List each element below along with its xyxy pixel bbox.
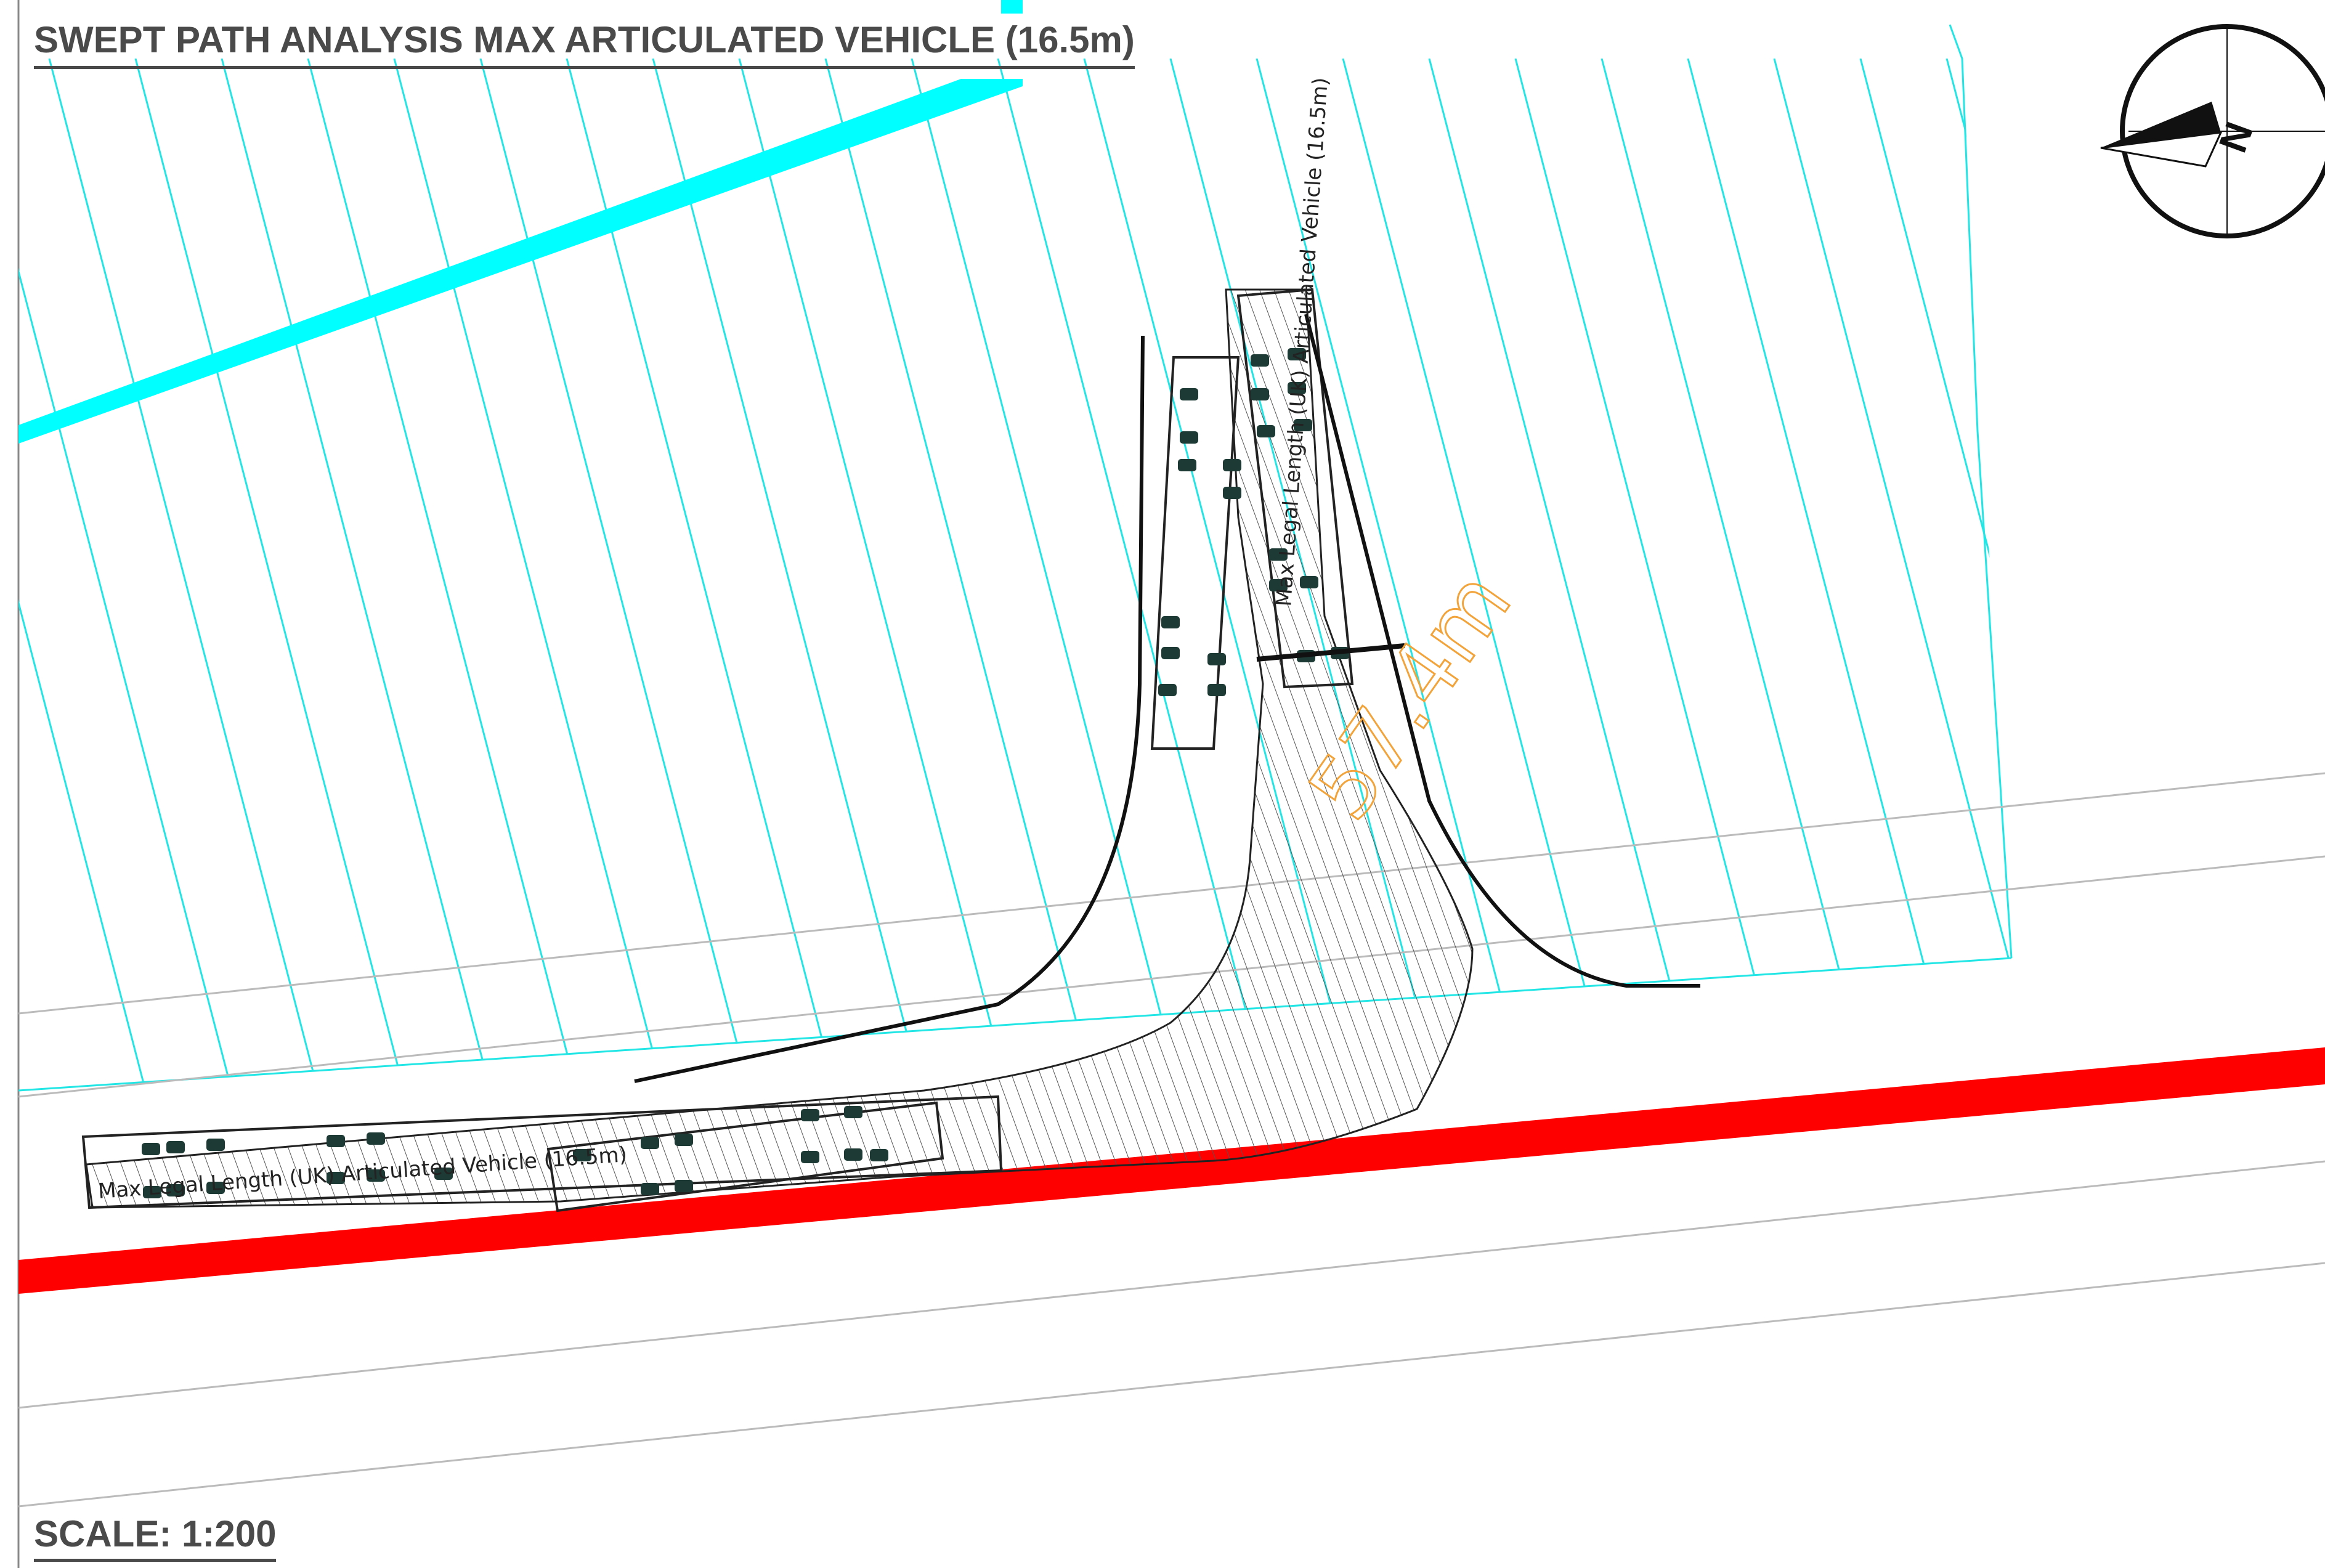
wheel: [1288, 348, 1306, 360]
wheel: [1251, 388, 1269, 400]
kerb-line-west: [634, 335, 1145, 1083]
wheel: [801, 1109, 819, 1121]
wheel: [1300, 576, 1318, 588]
wheel: [143, 1186, 161, 1198]
hatch-line: [1773, 59, 2011, 1091]
site-boundary-east: [1949, 24, 2013, 959]
articulated-vehicle-west: [81, 1095, 1003, 1209]
vehicle-wheels: [142, 348, 1349, 1198]
kerb-line-east: [1304, 314, 1700, 988]
road-edge-line-2: [18, 855, 2325, 1098]
hatch-line: [1601, 59, 1893, 1091]
service-strip-tick: [1001, 0, 1023, 14]
hatch-line: [1687, 59, 1979, 1091]
hatch-line: [48, 59, 340, 1091]
wheel: [675, 1180, 693, 1192]
wheel: [641, 1137, 659, 1149]
swept-path-envelope: [85, 288, 1474, 1209]
wheel: [1269, 579, 1288, 591]
wheel: [1223, 459, 1241, 471]
wheel: [367, 1169, 385, 1182]
wheel: [1161, 647, 1180, 659]
wheel: [142, 1143, 160, 1155]
wheel: [641, 1183, 659, 1195]
wheel: [844, 1106, 862, 1118]
north-arrow: N: [2100, 24, 2325, 238]
hatch-line: [134, 59, 426, 1091]
wheel: [1180, 431, 1198, 444]
wheel: [573, 1149, 591, 1161]
articulated-vehicle-north-a: [1150, 356, 1240, 750]
hatch-line: [307, 59, 599, 1091]
hatch-line: [18, 59, 254, 1091]
scale-block: SCALE: 1:200: [34, 1513, 277, 1562]
hatch-line: [738, 59, 1030, 1091]
wheel: [1178, 459, 1196, 471]
wheel: [1180, 388, 1198, 400]
hatch-line: [393, 59, 685, 1091]
hatch-line: [652, 59, 944, 1091]
wheel: [870, 1149, 888, 1161]
wheel: [367, 1132, 385, 1145]
wheel: [844, 1148, 862, 1161]
wheel: [166, 1141, 185, 1153]
hatch-line: [221, 59, 513, 1091]
wheel: [1294, 419, 1312, 431]
hatch-line: [18, 59, 168, 1091]
wheel: [206, 1139, 225, 1151]
wheel: [327, 1135, 345, 1147]
wheel: [327, 1172, 345, 1184]
wheel: [434, 1168, 453, 1180]
road-edge-line-3: [18, 1160, 2325, 1409]
wheel: [1207, 684, 1226, 696]
hatch-line: [566, 59, 858, 1091]
wheel: [1158, 684, 1177, 696]
hatch-line: [1514, 59, 1806, 1091]
wheel: [675, 1134, 693, 1146]
hatch-line: [1342, 59, 1634, 1091]
road-edge-line-1: [18, 772, 2325, 1015]
service-strip: [18, 79, 1023, 444]
hatch-line: [1256, 59, 1548, 1091]
site-hatch-area: [18, 59, 2011, 1091]
hatch-line: [911, 59, 1203, 1091]
stop-line: [1256, 643, 1405, 662]
wheel: [1251, 354, 1269, 367]
wheel: [1223, 487, 1241, 499]
wheel: [801, 1151, 819, 1163]
north-arrow-pointer-shade: [2100, 131, 2223, 168]
wheel: [1269, 548, 1288, 561]
drawing-title: SWEPT PATH ANALYSIS MAX ARTICULATED VEHI…: [34, 18, 1135, 69]
site-boundary-south: [18, 957, 2012, 1092]
red-boundary-line: [18, 1047, 2325, 1294]
wheel: [206, 1182, 225, 1194]
scale-label: SCALE: 1:200: [34, 1513, 277, 1562]
wheel: [1288, 382, 1306, 394]
hatch-line: [1859, 59, 2011, 1091]
wheel: [1207, 653, 1226, 665]
title-block: SWEPT PATH ANALYSIS MAX ARTICULATED VEHI…: [34, 18, 1135, 69]
wheel: [166, 1184, 185, 1196]
road-edge-line-4: [18, 1262, 2325, 1508]
hatch-line: [824, 59, 1116, 1091]
wheel: [1161, 616, 1180, 628]
wheel: [1257, 425, 1275, 437]
